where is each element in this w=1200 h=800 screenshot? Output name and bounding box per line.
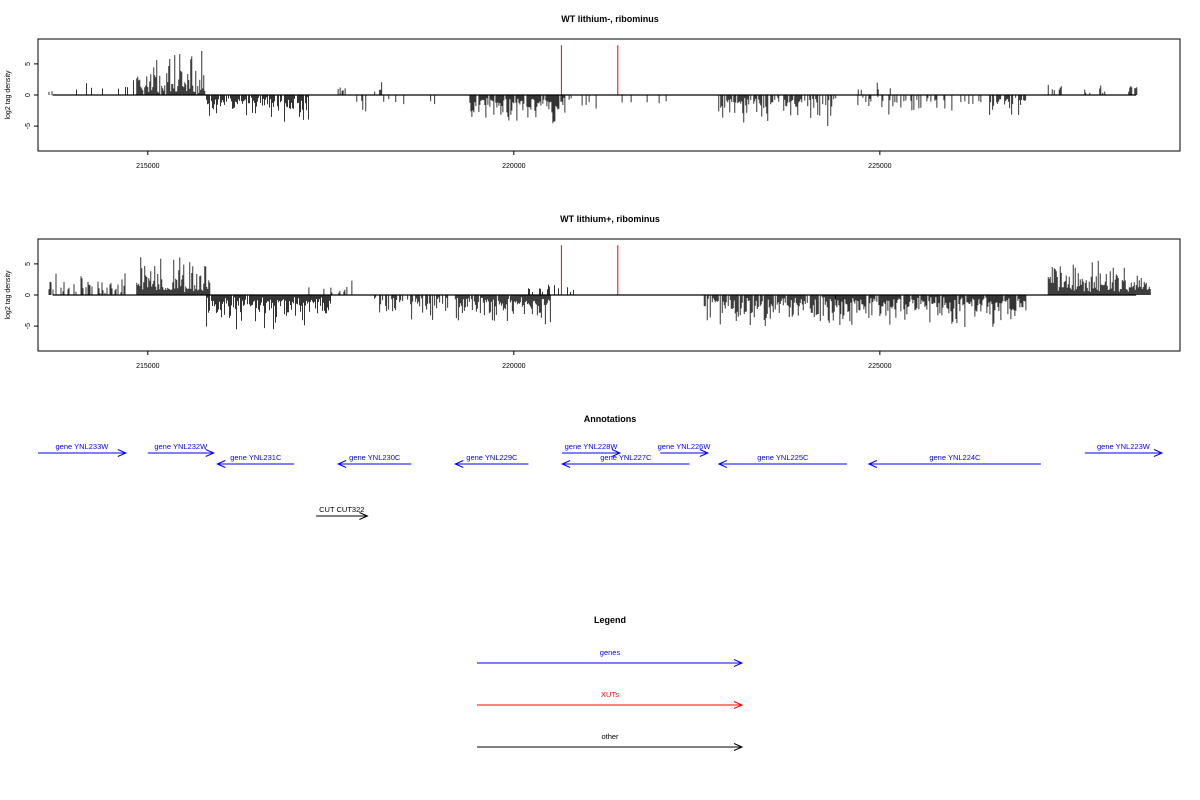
feature-label: gene YNL230C xyxy=(349,453,401,462)
arrow-head xyxy=(1153,449,1164,457)
legend-panel: Legend genes XUTs other xyxy=(477,615,744,751)
arrow-head xyxy=(560,460,571,468)
x-tick-label: 215000 xyxy=(136,363,159,370)
arrow-head xyxy=(117,449,128,457)
legend-label: other xyxy=(601,732,619,741)
arrow-head xyxy=(454,460,464,468)
feature-gene-ynl226w: gene YNL226W xyxy=(658,442,712,457)
bars-group xyxy=(48,51,1138,126)
legend-item-other: other xyxy=(477,732,744,751)
feature-gene-ynl232w: gene YNL232W xyxy=(147,442,215,457)
legend-items: genes XUTs other xyxy=(477,648,744,751)
feature-label: gene YNL226W xyxy=(658,442,712,451)
y-tick-label: -5 xyxy=(25,323,32,329)
feature-label: gene YNL232W xyxy=(154,442,208,451)
legend-item-xuts: XUTs xyxy=(477,690,744,709)
feature-gene-ynl227c: gene YNL227C xyxy=(560,453,690,468)
panel-title: WT lithium-, ribominus xyxy=(561,14,659,24)
xut-markers xyxy=(560,245,619,295)
panel-title: WT lithium+, ribominus xyxy=(560,214,660,224)
y-tick-label: 0 xyxy=(25,293,32,297)
x-tick-label: 225000 xyxy=(868,163,891,170)
feature-gene-ynl225c: gene YNL225C xyxy=(717,453,847,468)
feature-gene-ynl223w: gene YNL223W xyxy=(1084,442,1164,457)
arrow-head xyxy=(216,460,226,468)
feature-gene-ynl230c: gene YNL230C xyxy=(336,453,412,468)
feature-gene-ynl228w: gene YNL228W xyxy=(562,442,622,457)
y-tick-label: 5 xyxy=(25,262,32,266)
feature-label: gene YNL225C xyxy=(757,453,809,462)
legend-label: XUTs xyxy=(601,690,619,699)
feature-cut-cut322: CUT CUT322 xyxy=(316,505,369,520)
y-tick-label: -5 xyxy=(25,123,32,129)
arrow-head xyxy=(205,449,215,457)
legend-label: genes xyxy=(600,648,621,657)
axes-group: -5 0 5 215000 220000 225000 xyxy=(25,62,1137,170)
x-tick-label: 220000 xyxy=(502,163,525,170)
feature-label: gene YNL233W xyxy=(56,442,110,451)
x-tick-label: 220000 xyxy=(502,363,525,370)
arrow-head xyxy=(359,512,369,520)
feature-gene-ynl229c: gene YNL229C xyxy=(454,453,529,468)
arrow-head xyxy=(733,701,744,709)
feature-label: gene YNL227C xyxy=(600,453,652,462)
feature-label: gene YNL231C xyxy=(230,453,282,462)
feature-gene-ynl233w: gene YNL233W xyxy=(38,442,128,457)
bars-group xyxy=(48,257,1151,330)
arrow-head xyxy=(717,460,728,468)
y-axis-label: log2 tag density xyxy=(5,70,12,120)
annotations-panel: Annotations gene YNL233W gene YNL232Wgene… xyxy=(38,414,1164,520)
feature-gene-ynl224c: gene YNL224C xyxy=(867,453,1041,468)
legend-title: Legend xyxy=(594,615,626,625)
xut-markers xyxy=(560,45,619,95)
legend-item-genes: genes xyxy=(477,648,744,667)
feature-label: gene YNL224C xyxy=(929,453,981,462)
track-panel-lithium-plus: WT lithium+, ribominus log2 tag density … xyxy=(5,214,1181,370)
annotation-features: gene YNL233W gene YNL232W gene YNL231C gene… xyxy=(38,442,1164,520)
y-axis-label: log2 tag density xyxy=(5,270,12,320)
axes-group: -5 0 5 215000 220000 225000 xyxy=(25,262,1137,370)
y-tick-label: 0 xyxy=(25,93,32,97)
feature-label: gene YNL229C xyxy=(466,453,518,462)
arrow-head xyxy=(867,460,878,468)
arrow-head xyxy=(336,460,347,468)
feature-gene-ynl231c: gene YNL231C xyxy=(216,453,295,468)
annotations-title: Annotations xyxy=(584,414,637,424)
y-tick-label: 5 xyxy=(25,62,32,66)
arrow-head xyxy=(733,743,744,751)
feature-label: gene YNL223W xyxy=(1097,442,1151,451)
track-panel-lithium-minus: WT lithium-, ribominus log2 tag density … xyxy=(5,14,1181,170)
arrow-head xyxy=(611,449,622,457)
feature-label: gene YNL228W xyxy=(565,442,619,451)
x-tick-label: 215000 xyxy=(136,163,159,170)
feature-label: CUT CUT322 xyxy=(319,505,364,514)
arrow-head xyxy=(733,659,744,667)
arrow-head xyxy=(699,449,710,457)
x-tick-label: 225000 xyxy=(868,363,891,370)
